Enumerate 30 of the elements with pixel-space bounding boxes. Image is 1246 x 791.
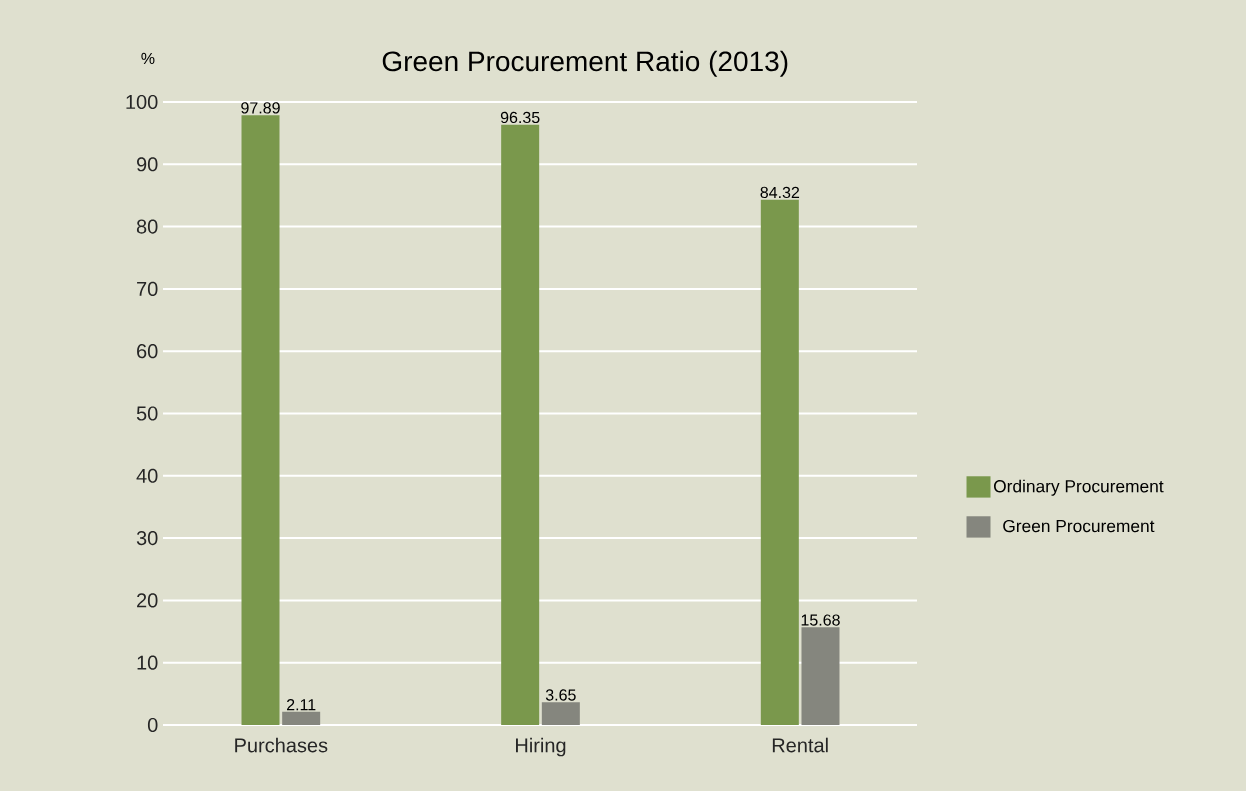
y-tick-label: 30 xyxy=(136,531,158,546)
data-label: 2.11 xyxy=(286,699,316,711)
y-axis-title: % xyxy=(141,52,155,64)
y-tick-label: 50 xyxy=(136,406,158,421)
bar xyxy=(801,627,840,725)
bar xyxy=(241,115,280,725)
x-tick-label: Rental xyxy=(772,737,828,753)
y-tick-label: 100 xyxy=(126,94,158,110)
y-tick-label: 80 xyxy=(136,219,158,234)
legend-label: Green Procurement xyxy=(1003,519,1155,533)
legend-label: Ordinary Procurement xyxy=(993,479,1164,496)
data-label: 15.68 xyxy=(801,614,840,626)
y-tick-label: 40 xyxy=(136,468,158,483)
bar xyxy=(541,702,580,725)
y-tick-label: 60 xyxy=(137,344,158,359)
x-tick-label: Hiring xyxy=(516,737,566,757)
chart-title: Green Procurement Ratio (2013) xyxy=(382,50,788,77)
x-tick-label: Purchases xyxy=(235,737,328,753)
data-label: 84.32 xyxy=(760,186,800,199)
data-label: 97.89 xyxy=(241,102,280,114)
y-tick-label: 0 xyxy=(147,717,158,733)
bar xyxy=(282,711,321,725)
y-tick-label: 90 xyxy=(136,157,158,172)
bar xyxy=(760,199,799,725)
data-label: 96.35 xyxy=(500,111,540,124)
y-tick-label: 70 xyxy=(137,281,158,296)
y-tick-label: 20 xyxy=(137,593,158,608)
y-tick-label: 10 xyxy=(137,655,158,670)
data-label: 3.65 xyxy=(545,689,576,701)
bar xyxy=(501,124,540,725)
